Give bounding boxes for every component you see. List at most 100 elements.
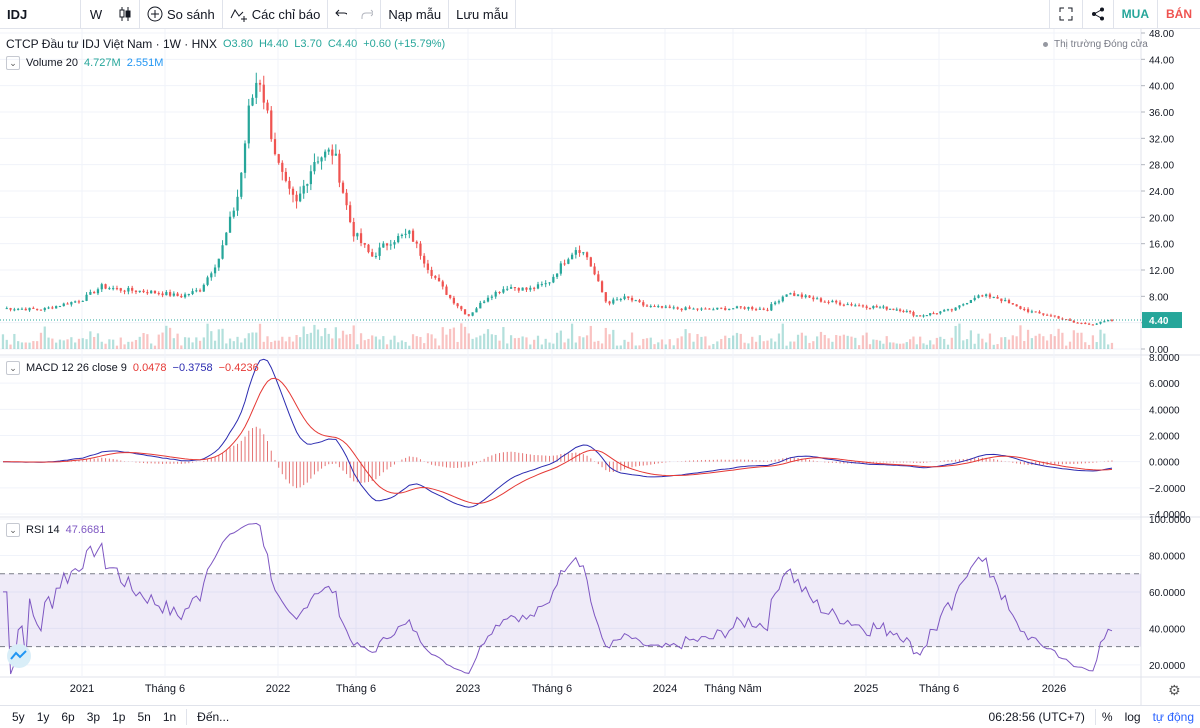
candle-body <box>142 290 145 293</box>
volume-bar <box>100 341 103 349</box>
volume-bar <box>195 337 198 349</box>
redo-button[interactable] <box>354 0 380 29</box>
divider <box>1094 709 1096 725</box>
load-layout-button[interactable]: Nạp mẫu <box>381 0 448 29</box>
volume-bar <box>932 344 935 349</box>
indicators-button[interactable]: Các chỉ báo <box>223 0 328 29</box>
log-scale-toggle[interactable]: log <box>1124 710 1141 724</box>
candle-body <box>51 307 54 309</box>
volume-bar <box>70 337 73 349</box>
candle-body <box>127 287 130 292</box>
buy-button[interactable]: MUA <box>1114 7 1157 21</box>
clock-readout[interactable]: 06:28:56 (UTC+7) <box>988 710 1085 724</box>
symbol-search-button[interactable]: IDJ <box>0 0 80 29</box>
volume-bar <box>1049 334 1053 349</box>
volume-bar <box>555 332 559 349</box>
volume-bar <box>929 340 932 349</box>
volume-bar <box>574 342 577 349</box>
candle-body <box>521 287 524 291</box>
chart-canvas[interactable]: 2021 Tháng 6 2022 Tháng 6 2023 Tháng 6 2024 Thá… <box>0 29 1200 705</box>
volume-bar <box>397 342 400 349</box>
range-5d[interactable]: 5n <box>137 710 151 724</box>
share-button[interactable] <box>1083 0 1113 29</box>
candle-body <box>660 306 664 308</box>
candle-body <box>1046 314 1049 316</box>
candle-body <box>770 304 773 311</box>
range-1m[interactable]: 1p <box>112 710 126 724</box>
candle-body <box>1091 324 1095 326</box>
time-axis-label: Tháng Năm <box>704 683 761 695</box>
volume-bar <box>471 338 474 349</box>
candle-body <box>55 306 58 309</box>
collapse-chevron-icon[interactable]: ⌄ <box>6 523 20 537</box>
candle-body <box>471 312 474 316</box>
candle-body <box>875 306 878 308</box>
interval-button[interactable]: W <box>81 0 111 29</box>
range-1d[interactable]: 1n <box>162 710 177 724</box>
goto-date-button[interactable]: Đến... <box>197 710 230 724</box>
volume-bar <box>585 335 589 349</box>
undo-button[interactable] <box>328 0 354 29</box>
range-1y[interactable]: 1y <box>36 710 50 724</box>
candle-body <box>247 105 250 144</box>
auto-scale-toggle[interactable]: tự động <box>1152 710 1194 724</box>
tradingview-logo-icon[interactable] <box>5 643 33 669</box>
volume-bar <box>939 336 942 349</box>
volume-bar <box>700 336 703 349</box>
rsi-axis-label: 80.0000 <box>1149 551 1186 562</box>
volume-bar <box>134 339 138 349</box>
candle-body <box>20 308 24 310</box>
volume-bar <box>191 342 194 349</box>
candle-body <box>306 184 309 186</box>
candle-body <box>509 287 513 289</box>
volume-bar <box>570 323 574 349</box>
volume-bar <box>600 343 604 349</box>
candle-body <box>467 314 470 316</box>
volume-bar <box>93 336 96 349</box>
candle-body <box>172 293 175 296</box>
collapse-chevron-icon[interactable]: ⌄ <box>6 56 20 70</box>
candle-body <box>1000 298 1003 302</box>
candle-body <box>684 307 687 311</box>
candle-body <box>589 257 592 267</box>
candle-body <box>349 205 352 222</box>
volume-bar <box>441 327 444 349</box>
fullscreen-button[interactable] <box>1050 0 1082 29</box>
compare-button[interactable]: So sánh <box>140 0 222 29</box>
rsi-legend: ⌄ RSI 14 47.6681 <box>6 523 105 537</box>
candle-body <box>517 288 520 291</box>
range-3m[interactable]: 3p <box>86 710 101 724</box>
candle-body <box>604 292 607 302</box>
volume-bar <box>1 334 5 349</box>
candle-body <box>338 153 341 183</box>
candle-body <box>331 149 334 156</box>
volume-bar <box>309 332 312 349</box>
volume-bar <box>1030 338 1034 349</box>
percent-scale-toggle[interactable]: % <box>1101 710 1113 724</box>
range-6m[interactable]: 6p <box>61 710 75 724</box>
settings-gear-icon[interactable]: ⚙ <box>1168 682 1181 698</box>
volume-bar <box>334 327 337 349</box>
candle-body <box>9 308 12 310</box>
volume-bar <box>236 336 239 349</box>
candle-body <box>785 294 788 297</box>
candle-body <box>1076 322 1079 324</box>
sell-button[interactable]: BÁN <box>1158 7 1200 21</box>
macd-signal-line <box>3 377 1113 505</box>
candle-body <box>1099 321 1102 324</box>
volume-bar <box>988 333 992 349</box>
collapse-chevron-icon[interactable]: ⌄ <box>6 361 20 375</box>
volume-bar <box>320 336 323 349</box>
candle-body <box>180 295 183 298</box>
candle-body <box>389 244 392 246</box>
save-layout-button[interactable]: Lưu mẫu <box>449 0 515 29</box>
candle-body <box>437 277 441 282</box>
candle-body <box>378 247 381 256</box>
candle-body <box>996 296 999 299</box>
chart-style-button[interactable] <box>111 0 139 29</box>
volume-bar <box>66 339 69 349</box>
volume-bar <box>846 335 849 349</box>
range-5y[interactable]: 5y <box>12 710 25 724</box>
volume-bar <box>559 330 562 349</box>
volume-bar <box>676 338 679 349</box>
